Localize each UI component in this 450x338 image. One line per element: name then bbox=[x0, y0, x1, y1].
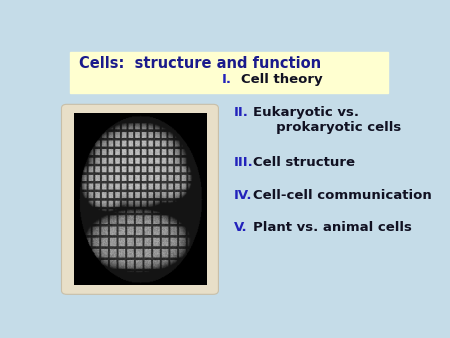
Text: III.: III. bbox=[234, 156, 254, 169]
Text: Eukaryotic vs.
     prokaryotic cells: Eukaryotic vs. prokaryotic cells bbox=[253, 105, 401, 134]
Text: V.: V. bbox=[234, 221, 248, 234]
Text: Cell theory: Cell theory bbox=[241, 73, 323, 86]
Text: Cell-cell communication: Cell-cell communication bbox=[253, 189, 432, 201]
FancyBboxPatch shape bbox=[62, 104, 218, 294]
Text: Cell structure: Cell structure bbox=[253, 156, 356, 169]
Text: I.: I. bbox=[222, 73, 232, 86]
FancyBboxPatch shape bbox=[70, 52, 387, 93]
Text: IV.: IV. bbox=[234, 189, 252, 201]
Text: Cells:  structure and function: Cells: structure and function bbox=[79, 56, 321, 71]
Text: II.: II. bbox=[234, 105, 249, 119]
Text: Plant vs. animal cells: Plant vs. animal cells bbox=[253, 221, 412, 234]
